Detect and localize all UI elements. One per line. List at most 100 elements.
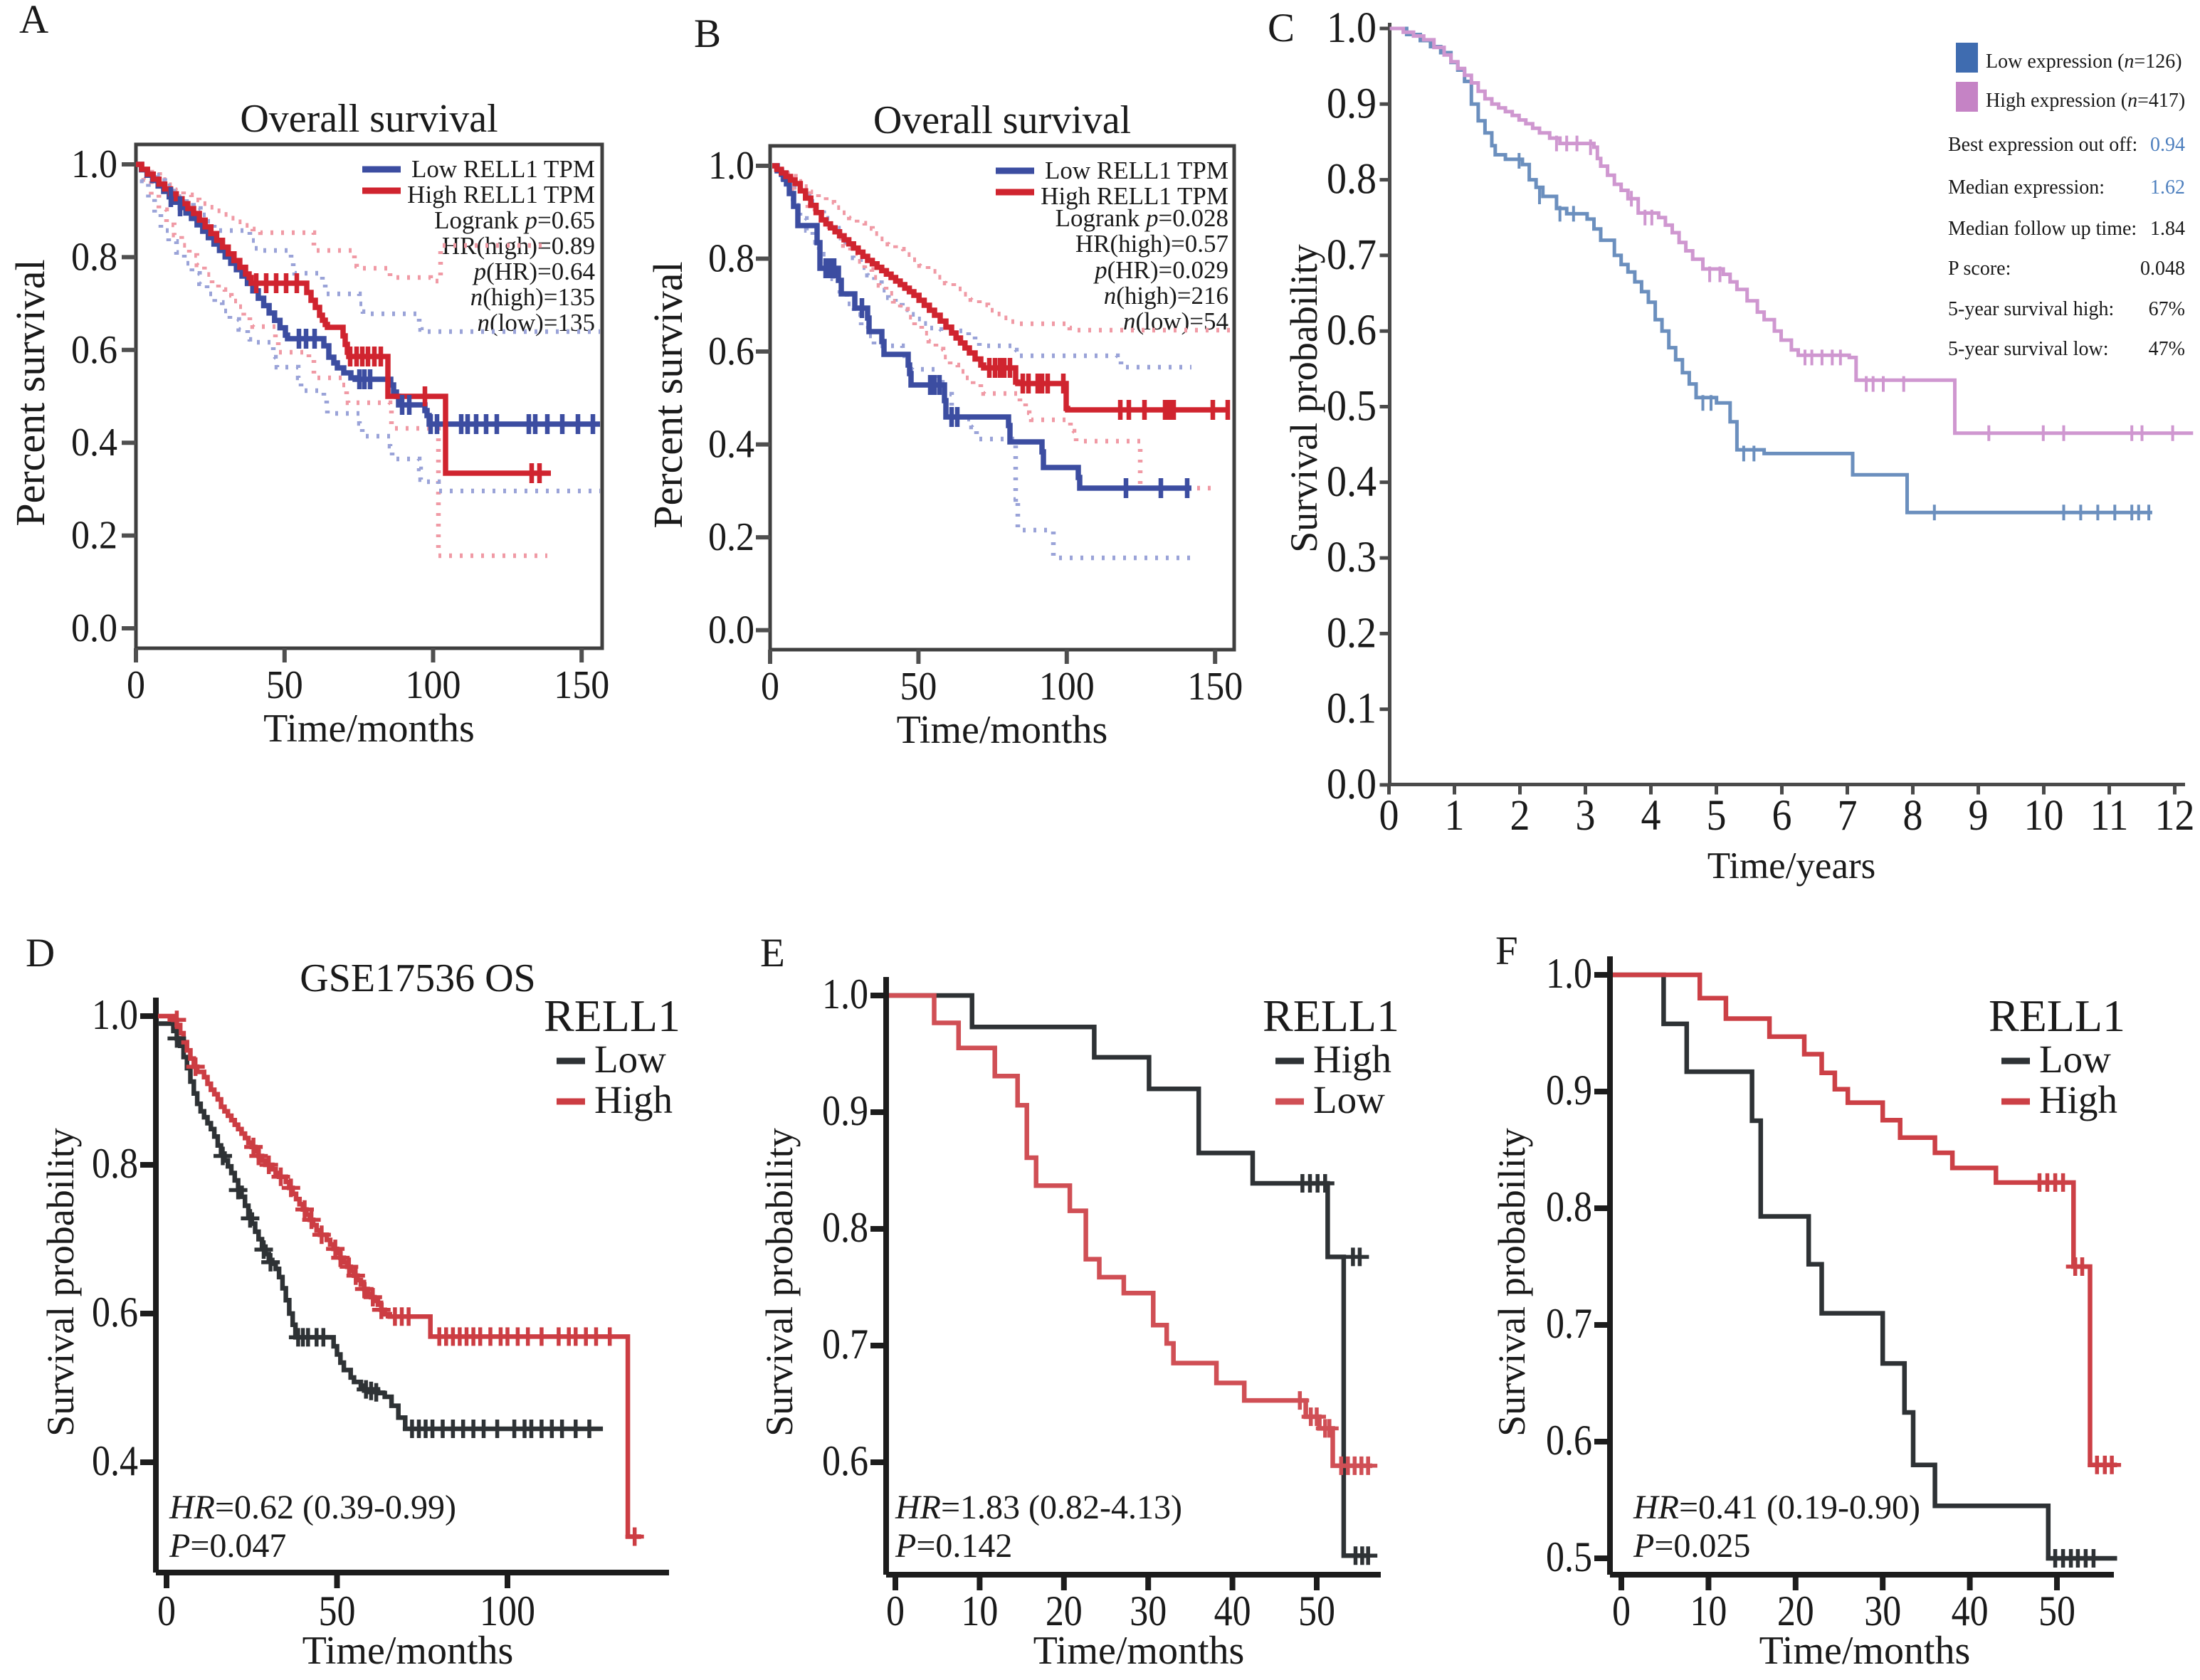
svg-text:12: 12 — [2155, 791, 2195, 840]
svg-text:50: 50 — [900, 664, 937, 708]
svg-text:5-year survival high:: 5-year survival high: — [1948, 298, 2114, 320]
svg-text:30: 30 — [1130, 1587, 1167, 1635]
svg-text:High: High — [2039, 1078, 2117, 1121]
svg-text:A: A — [19, 0, 48, 42]
svg-text:Low: Low — [2039, 1037, 2111, 1081]
svg-text:Time/months: Time/months — [1759, 1629, 1971, 1673]
svg-text:2: 2 — [1510, 791, 1530, 840]
svg-text:0.4: 0.4 — [1327, 457, 1377, 505]
svg-text:P score:: P score: — [1948, 258, 2011, 280]
svg-text:B: B — [694, 11, 721, 56]
svg-text:Time/months: Time/months — [897, 708, 1108, 752]
svg-text:0.4: 0.4 — [708, 422, 754, 466]
svg-text:0.9: 0.9 — [822, 1087, 868, 1135]
svg-text:0.6: 0.6 — [92, 1289, 138, 1336]
svg-text:40: 40 — [1214, 1587, 1251, 1635]
svg-text:Median expression:: Median expression: — [1948, 176, 2105, 199]
svg-text:3: 3 — [1575, 791, 1595, 840]
svg-text:Median follow up time:: Median follow up time: — [1948, 218, 2137, 240]
svg-text:E: E — [760, 931, 785, 976]
svg-text:100: 100 — [1039, 664, 1095, 708]
svg-text:5: 5 — [1706, 791, 1726, 840]
svg-text:Time/months: Time/months — [263, 707, 475, 751]
svg-text:Low: Low — [594, 1037, 666, 1081]
svg-text:100: 100 — [406, 662, 461, 707]
svg-text:F: F — [1495, 929, 1518, 973]
svg-text:RELL1: RELL1 — [1989, 990, 2125, 1041]
svg-text:0.9: 0.9 — [1327, 79, 1377, 127]
svg-text:0.048: 0.048 — [2140, 258, 2185, 280]
svg-text:n(high)=135: n(high)=135 — [470, 283, 595, 311]
svg-text:20: 20 — [1777, 1587, 1814, 1635]
svg-text:Time/months: Time/months — [1033, 1629, 1245, 1673]
svg-text:0.0: 0.0 — [1327, 760, 1377, 808]
svg-text:RELL1: RELL1 — [1263, 990, 1399, 1041]
svg-text:8: 8 — [1902, 791, 1922, 840]
svg-text:0: 0 — [127, 662, 145, 707]
svg-text:0.2: 0.2 — [71, 513, 117, 557]
svg-text:0.8: 0.8 — [1546, 1183, 1592, 1231]
svg-text:High: High — [594, 1078, 673, 1121]
svg-text:0: 0 — [157, 1587, 176, 1635]
svg-text:Survival probability: Survival probability — [758, 1128, 801, 1436]
svg-text:30: 30 — [1864, 1587, 1901, 1635]
svg-text:5-year survival low:: 5-year survival low: — [1948, 338, 2109, 360]
svg-text:4: 4 — [1641, 791, 1660, 840]
svg-text:HR=1.83 (0.82-4.13): HR=1.83 (0.82-4.13) — [895, 1489, 1182, 1526]
svg-text:10: 10 — [1690, 1587, 1727, 1635]
svg-text:n(high)=216: n(high)=216 — [1104, 282, 1228, 310]
svg-text:D: D — [26, 931, 55, 976]
svg-text:P=0.142: P=0.142 — [895, 1527, 1012, 1565]
svg-text:Best expression out off:: Best expression out off: — [1948, 134, 2137, 156]
svg-text:Low: Low — [1313, 1078, 1385, 1121]
svg-text:p(HR)=0.64: p(HR)=0.64 — [472, 258, 595, 285]
svg-text:Survival probability: Survival probability — [1490, 1128, 1533, 1436]
svg-text:0.7: 0.7 — [1546, 1300, 1592, 1348]
svg-text:0.6: 0.6 — [1327, 306, 1377, 354]
svg-text:10: 10 — [961, 1587, 998, 1635]
svg-text:0.1: 0.1 — [1327, 684, 1377, 732]
svg-text:Logrank p=0.028: Logrank p=0.028 — [1056, 204, 1228, 232]
svg-text:50: 50 — [266, 662, 303, 707]
svg-text:0: 0 — [1612, 1587, 1631, 1635]
svg-text:11: 11 — [2090, 791, 2129, 840]
svg-text:High expression (n=417): High expression (n=417) — [1986, 90, 2185, 112]
svg-text:High RELL1 TPM: High RELL1 TPM — [1041, 182, 1228, 210]
svg-text:0.0: 0.0 — [708, 608, 754, 652]
svg-text:0.6: 0.6 — [822, 1437, 868, 1485]
svg-text:0.2: 0.2 — [708, 514, 754, 559]
svg-text:0.8: 0.8 — [822, 1204, 868, 1252]
svg-text:1.0: 1.0 — [71, 142, 117, 186]
svg-text:Logrank p=0.65: Logrank p=0.65 — [434, 206, 595, 234]
svg-text:High RELL1 TPM: High RELL1 TPM — [407, 181, 595, 208]
svg-text:0.6: 0.6 — [1546, 1417, 1592, 1464]
svg-text:7: 7 — [1837, 791, 1857, 840]
svg-text:0.5: 0.5 — [1546, 1533, 1592, 1581]
svg-text:P=0.025: P=0.025 — [1633, 1527, 1750, 1565]
svg-text:C: C — [1268, 6, 1295, 51]
svg-text:HR=0.41 (0.19-0.90): HR=0.41 (0.19-0.90) — [1633, 1489, 1920, 1526]
svg-text:Time/years: Time/years — [1707, 845, 1876, 887]
svg-text:0.4: 0.4 — [92, 1437, 138, 1485]
svg-text:High: High — [1313, 1037, 1391, 1081]
svg-text:9: 9 — [1968, 791, 1988, 840]
svg-text:100: 100 — [480, 1587, 535, 1635]
svg-text:47%: 47% — [2149, 338, 2185, 360]
svg-text:50: 50 — [2038, 1587, 2075, 1635]
svg-text:0.8: 0.8 — [1327, 154, 1377, 203]
svg-text:1.0: 1.0 — [822, 971, 868, 1018]
svg-text:40: 40 — [1952, 1587, 1989, 1635]
svg-text:0.8: 0.8 — [708, 236, 754, 280]
svg-text:Low RELL1 TPM: Low RELL1 TPM — [1045, 157, 1228, 184]
svg-text:Time/months: Time/months — [302, 1629, 514, 1673]
svg-text:50: 50 — [1298, 1587, 1335, 1635]
svg-text:150: 150 — [1187, 664, 1243, 708]
svg-text:0.4: 0.4 — [71, 420, 117, 464]
svg-text:0: 0 — [761, 664, 779, 708]
svg-text:0: 0 — [886, 1587, 905, 1635]
svg-text:0.94: 0.94 — [2150, 134, 2185, 156]
svg-text:0.3: 0.3 — [1327, 533, 1377, 581]
svg-text:10: 10 — [2024, 791, 2064, 840]
svg-text:67%: 67% — [2149, 298, 2185, 320]
svg-text:Low expression (n=126): Low expression (n=126) — [1986, 51, 2182, 73]
